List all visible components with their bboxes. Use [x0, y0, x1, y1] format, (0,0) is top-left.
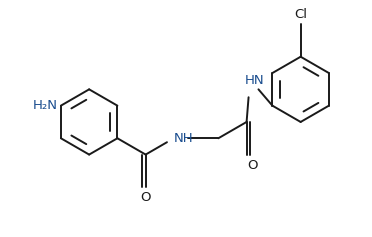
Text: O: O — [247, 159, 257, 172]
Text: O: O — [140, 191, 151, 204]
Text: Cl: Cl — [294, 8, 307, 21]
Text: HN: HN — [245, 74, 264, 87]
Text: NH: NH — [174, 132, 193, 145]
Text: H₂N: H₂N — [33, 99, 58, 112]
